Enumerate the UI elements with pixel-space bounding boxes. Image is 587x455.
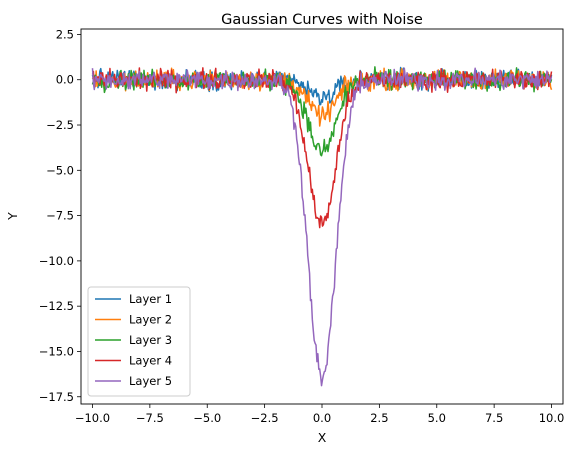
x-tick-label: 5.0 bbox=[428, 411, 446, 425]
legend-label: Layer 2 bbox=[129, 313, 172, 327]
x-tick-label: 0.0 bbox=[313, 411, 331, 425]
x-tick-label: −2.5 bbox=[251, 411, 279, 425]
series-layer bbox=[91, 66, 553, 387]
y-tick-label: −10.0 bbox=[39, 254, 74, 268]
x-tick-label: 7.5 bbox=[485, 411, 503, 425]
series-line-layer-5 bbox=[91, 67, 553, 387]
y-tick-label: −5.0 bbox=[46, 163, 74, 177]
x-tick-label: 10.0 bbox=[539, 411, 565, 425]
y-tick-label: −15.0 bbox=[39, 344, 74, 358]
y-axis: 2.5 0.0 −2.5 −5.0 −7.5 −10.0 −12.5 −15.0 −17.5 bbox=[39, 27, 81, 404]
y-tick-label: −17.5 bbox=[39, 390, 74, 404]
y-tick-label: −7.5 bbox=[46, 209, 74, 223]
x-axis: −10.0 −7.5 −5.0 −2.5 0.0 2.5 5.0 7.5 10.0 bbox=[75, 404, 564, 425]
legend-label: Layer 3 bbox=[129, 333, 172, 347]
x-tick-label: −7.5 bbox=[136, 411, 164, 425]
legend: Layer 1 Layer 2 Layer 3 Layer 4 Layer 5 bbox=[87, 286, 191, 397]
y-tick-label: −2.5 bbox=[46, 118, 74, 132]
y-tick-label: 0.0 bbox=[56, 73, 74, 87]
legend-label: Layer 4 bbox=[129, 354, 172, 368]
legend-label: Layer 1 bbox=[129, 292, 172, 306]
chart-title: Gaussian Curves with Noise bbox=[221, 12, 423, 28]
x-axis-title: X bbox=[318, 430, 327, 445]
x-tick-label: −10.0 bbox=[75, 411, 110, 425]
legend-box bbox=[87, 286, 191, 397]
x-tick-label: 2.5 bbox=[370, 411, 388, 425]
y-tick-label: 2.5 bbox=[56, 27, 74, 41]
y-axis-title: Y bbox=[5, 212, 20, 221]
series-line-layer-4 bbox=[91, 67, 553, 229]
y-tick-label: −12.5 bbox=[39, 299, 74, 313]
legend-label: Layer 5 bbox=[129, 374, 172, 388]
x-tick-label: −5.0 bbox=[193, 411, 221, 425]
